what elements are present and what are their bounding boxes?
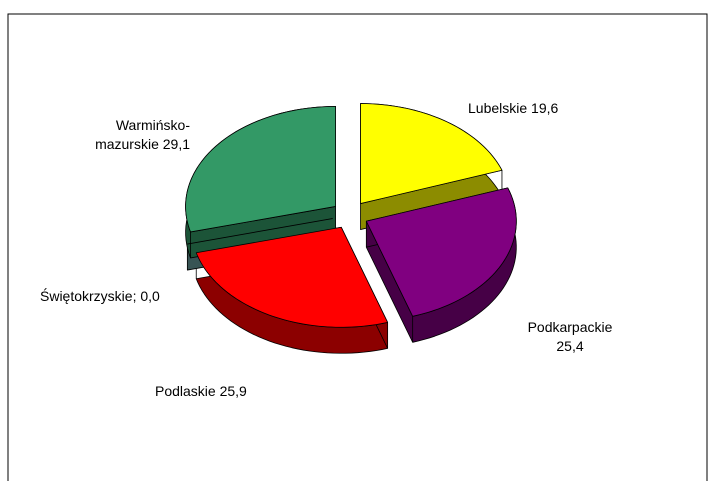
slice (185, 106, 336, 233)
data-label: Podlaskie 25,9 (155, 383, 247, 399)
slice (195, 226, 389, 328)
data-label: Lubelskie 19,6 (468, 100, 559, 116)
chart-frame (7, 13, 708, 481)
data-label: Podkarpackie 25,4 (527, 319, 613, 354)
slice (360, 103, 503, 204)
data-label: Warmińsko-mazurskie 29,1 (95, 117, 190, 152)
data-label: Świętokrzyskie; 0,0 (40, 288, 160, 304)
slice (186, 218, 333, 245)
slice (365, 187, 517, 317)
